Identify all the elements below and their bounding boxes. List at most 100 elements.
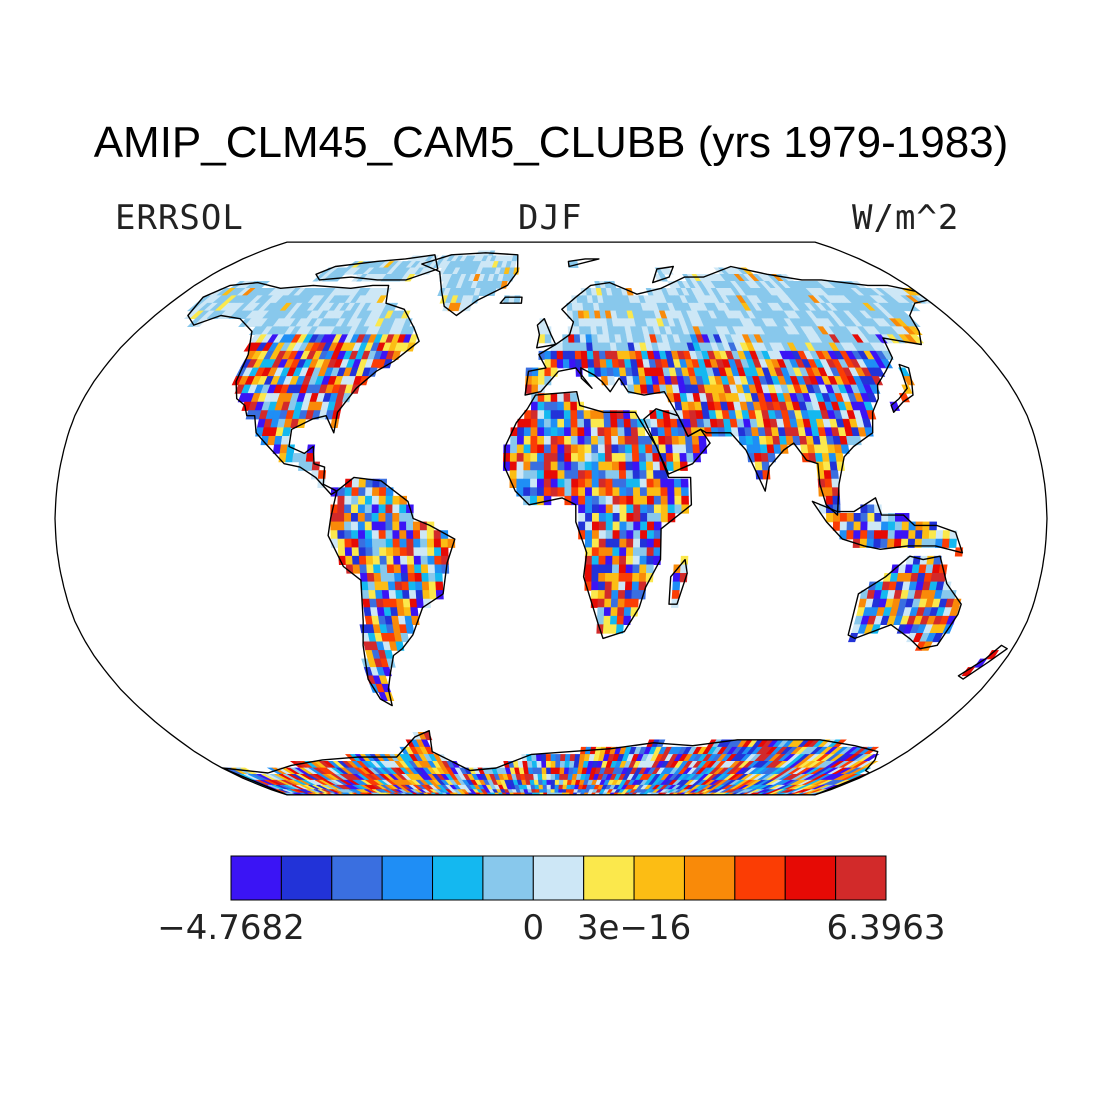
data-cell	[624, 435, 633, 446]
data-cell	[880, 359, 894, 369]
data-cell	[684, 435, 694, 446]
data-cell	[399, 538, 408, 548]
data-cell	[563, 393, 571, 403]
data-cell	[366, 573, 375, 583]
data-cell	[399, 530, 407, 540]
data-cell	[873, 538, 882, 548]
data-cell	[583, 410, 592, 420]
data-cell	[612, 530, 621, 540]
data-cell	[653, 487, 662, 497]
data-cell	[591, 530, 600, 540]
data-cell	[372, 547, 381, 557]
data-cell	[846, 513, 855, 523]
data-cell	[523, 418, 532, 428]
data-cell	[415, 590, 424, 600]
data-cell	[625, 461, 634, 471]
data-cell	[516, 470, 524, 480]
data-cell	[392, 495, 401, 506]
data-cell	[375, 590, 384, 600]
data-cell	[631, 581, 640, 591]
data-cell	[823, 470, 833, 480]
data-cell	[915, 530, 923, 540]
data-cell	[612, 495, 621, 506]
data-cell	[537, 461, 545, 471]
data-cell	[660, 504, 669, 514]
data-cell	[624, 598, 632, 608]
season-label: DJF	[518, 198, 583, 238]
data-cell	[372, 487, 380, 497]
data-cell	[594, 367, 602, 377]
data-cell	[591, 453, 599, 463]
data-cell	[406, 555, 415, 566]
data-cell	[605, 530, 614, 540]
data-cell	[350, 521, 359, 531]
data-cell	[612, 470, 620, 480]
data-cell	[617, 435, 626, 446]
data-cell	[692, 444, 701, 454]
data-cell	[378, 504, 387, 514]
data-cell	[366, 564, 375, 574]
data-cell	[591, 495, 600, 506]
data-cell	[575, 359, 583, 369]
data-cell	[586, 350, 595, 360]
data-cell	[516, 444, 525, 454]
data-cell	[523, 444, 532, 454]
data-cell	[530, 461, 538, 471]
data-cell	[550, 367, 558, 377]
data-cell	[358, 538, 366, 548]
data-cell	[660, 513, 669, 523]
data-cell	[385, 495, 394, 506]
data-cell	[618, 444, 626, 454]
data-cell	[557, 487, 566, 497]
data-cell	[667, 487, 676, 497]
data-cell	[680, 478, 689, 488]
data-cell	[544, 401, 552, 411]
data-cell	[929, 521, 937, 531]
data-cell	[389, 598, 398, 608]
data-cell	[365, 547, 374, 557]
data-cell	[554, 779, 560, 786]
data-cell	[392, 504, 400, 514]
data-cell	[658, 435, 667, 446]
data-cell	[646, 530, 655, 540]
data-cell	[345, 555, 354, 566]
data-cell	[544, 350, 552, 360]
data-cell	[619, 487, 627, 497]
data-cell	[653, 538, 662, 548]
data-cell	[365, 478, 374, 488]
data-cell	[406, 530, 414, 540]
data-cell	[617, 607, 625, 617]
data-cell	[610, 598, 619, 608]
data-cell	[330, 521, 338, 531]
data-cell	[413, 555, 422, 566]
colorbar-swatch	[381, 855, 434, 901]
data-cell	[408, 581, 417, 591]
data-cell	[904, 302, 921, 312]
data-cell	[550, 435, 559, 446]
data-cell	[564, 444, 572, 454]
data-cell	[611, 564, 620, 574]
data-cell	[536, 754, 542, 762]
data-cell	[633, 538, 641, 548]
data-cell	[357, 530, 366, 540]
colorbar-swatch	[633, 855, 685, 901]
data-cell	[592, 513, 600, 523]
data-cell	[887, 530, 896, 540]
data-cell	[612, 555, 620, 566]
data-cell	[379, 547, 387, 557]
data-cell	[374, 581, 383, 591]
data-cell	[550, 461, 559, 471]
data-cell	[570, 418, 579, 428]
data-cell	[572, 310, 580, 319]
data-cell	[544, 418, 552, 428]
data-cell	[578, 470, 586, 480]
data-cell	[646, 478, 655, 488]
data-cell	[584, 564, 593, 574]
data-cell	[610, 427, 619, 437]
data-cell	[640, 495, 648, 506]
data-cell	[625, 478, 634, 488]
data-cell	[591, 573, 599, 583]
data-cell	[413, 547, 422, 557]
data-cell	[584, 453, 593, 463]
data-cell	[373, 564, 382, 574]
